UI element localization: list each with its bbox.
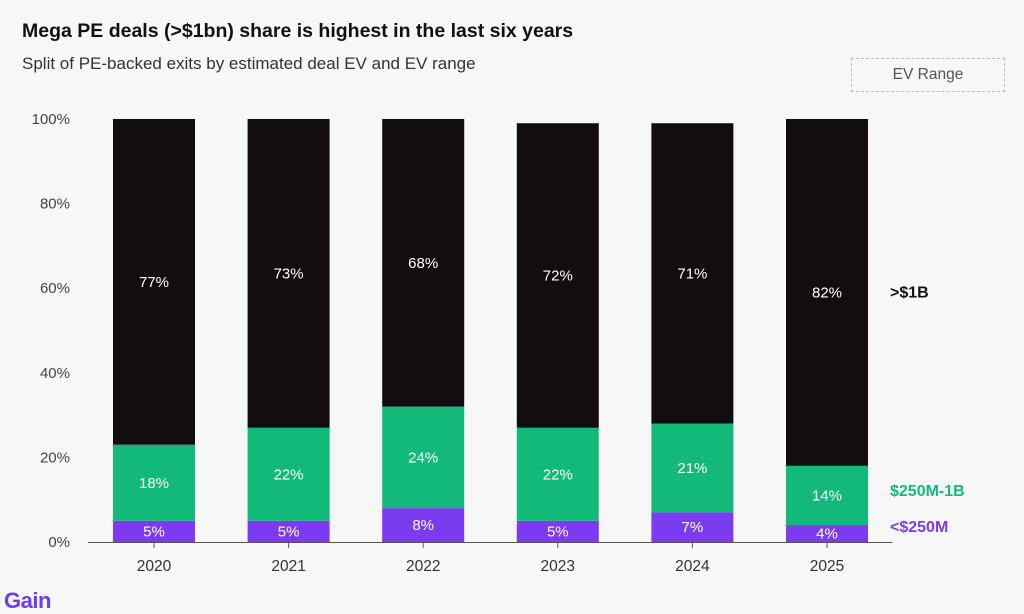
x-tick-label: 2021	[271, 558, 305, 575]
data-label: 22%	[274, 466, 304, 483]
legend-label: $250M-1B	[890, 483, 965, 500]
legend-label: <$250M	[890, 519, 948, 536]
bar-segment	[786, 525, 868, 542]
chart-title: Mega PE deals (>$1bn) share is highest i…	[22, 20, 574, 42]
data-label: 73%	[274, 265, 304, 282]
y-tick-label: 80%	[40, 196, 70, 213]
bar-segment	[516, 520, 599, 542]
bar-segment	[247, 520, 330, 542]
x-tick-label: 2023	[541, 558, 575, 575]
data-label: 4%	[816, 526, 838, 543]
data-label: 5%	[278, 523, 300, 540]
bar-segment	[113, 119, 195, 445]
data-label: 14%	[812, 487, 842, 504]
bar-segment	[516, 427, 599, 521]
y-tick-label: 100%	[32, 111, 70, 128]
data-label: 68%	[408, 255, 438, 272]
bar-segment	[651, 123, 734, 424]
bar-segment	[247, 119, 330, 428]
y-tick-label: 40%	[40, 365, 70, 382]
y-tick-label: 20%	[40, 449, 70, 466]
data-label: 22%	[543, 466, 573, 483]
data-label: 24%	[408, 449, 438, 466]
bar-segment	[113, 520, 195, 542]
data-label: 21%	[677, 460, 707, 477]
data-label: 71%	[677, 265, 707, 282]
bar-segment	[651, 423, 734, 513]
ev-range-button[interactable]: EV Range	[851, 58, 1005, 92]
x-tick-label: 2024	[675, 558, 710, 575]
x-tick-label: 2025	[810, 558, 844, 575]
bar-segment	[382, 119, 465, 407]
data-label: 72%	[543, 268, 573, 285]
x-tick-label: 2020	[137, 558, 172, 575]
bar-segment	[786, 465, 868, 526]
data-label: 18%	[139, 475, 169, 492]
bar-segment	[786, 119, 868, 466]
data-label: 82%	[812, 284, 842, 301]
data-label: 8%	[412, 517, 434, 534]
bar-segment	[651, 512, 734, 542]
chart-subtitle: Split of PE-backed exits by estimated de…	[22, 54, 476, 73]
bar-segment	[247, 427, 330, 521]
bar-segment	[382, 508, 465, 542]
gain-logo: Gain	[4, 588, 51, 613]
legend-label: >$1B	[890, 284, 929, 301]
bar-segment	[382, 406, 465, 509]
data-label: 7%	[682, 519, 704, 536]
data-label: 5%	[143, 523, 165, 540]
y-tick-label: 0%	[48, 534, 70, 551]
bar-segment	[516, 123, 599, 428]
data-label: 5%	[547, 523, 569, 540]
x-tick-label: 2022	[406, 558, 440, 575]
y-tick-label: 60%	[40, 280, 70, 297]
bar-segment	[113, 444, 195, 521]
data-label: 77%	[139, 274, 169, 291]
